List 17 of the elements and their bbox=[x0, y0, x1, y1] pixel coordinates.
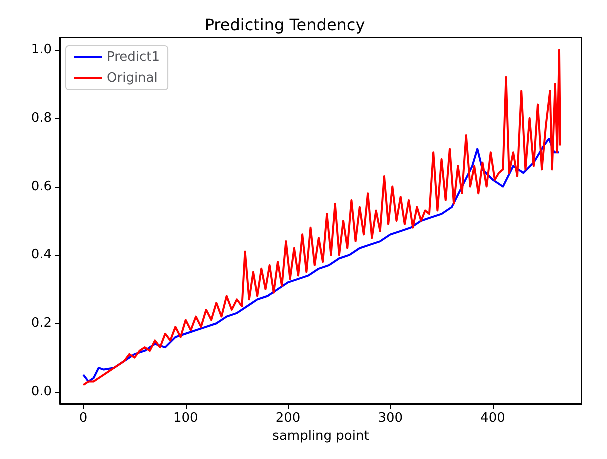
x-tick-label: 100 bbox=[173, 411, 198, 426]
line-series bbox=[82, 48, 562, 386]
y-tick-label: 1.0 bbox=[31, 42, 52, 58]
x-tick-label: 0 bbox=[79, 411, 88, 426]
line-series bbox=[82, 138, 560, 383]
x-tick-label: 400 bbox=[480, 411, 506, 426]
y-tick-label: 0.0 bbox=[31, 384, 52, 400]
x-tick-label: 200 bbox=[276, 411, 301, 426]
chart-title: Predicting Tendency bbox=[204, 16, 366, 34]
x-axis-title: sampling point bbox=[272, 429, 370, 444]
legend-label: Original bbox=[107, 71, 158, 86]
y-tick-label: 0.6 bbox=[31, 179, 52, 194]
x-tick-label: 300 bbox=[378, 411, 404, 426]
y-tick-label: 0.2 bbox=[31, 316, 52, 332]
legend-label: Predict1 bbox=[107, 50, 160, 65]
y-tick-label: 0.4 bbox=[31, 248, 52, 263]
y-tick-label: 0.8 bbox=[31, 110, 52, 126]
